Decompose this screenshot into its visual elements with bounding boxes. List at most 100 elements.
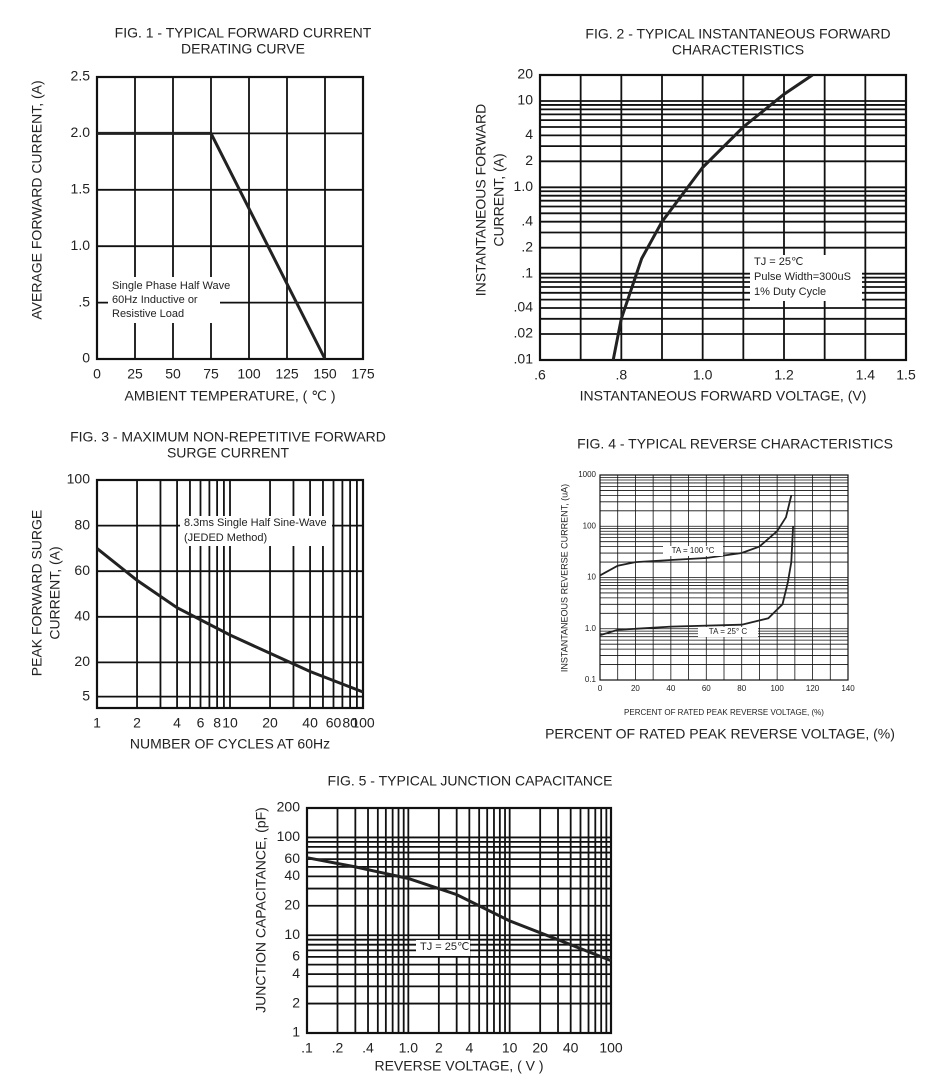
y-tick-label: 4 xyxy=(525,126,533,142)
plot-area xyxy=(307,808,611,1033)
x-tick-label: 10 xyxy=(502,1040,518,1056)
y-tick-label: .02 xyxy=(514,325,534,341)
y-tick-label: 0 xyxy=(82,350,90,366)
y-axis-label: INSTANTANEOUS FORWARD xyxy=(473,104,489,296)
x-tick-label: 50 xyxy=(165,366,181,382)
y-axis-label: PEAK FORWARD SURGE xyxy=(29,510,45,676)
y-tick-label: .2 xyxy=(521,238,533,254)
y-tick-label: 100 xyxy=(67,471,91,487)
annotation-box xyxy=(750,255,862,301)
chart-title: FIG. 1 - TYPICAL FORWARD CURRENT xyxy=(115,25,372,41)
y-tick-label: 40 xyxy=(74,608,90,624)
x-tick-label: 150 xyxy=(313,366,337,382)
x-tick-label: 100 xyxy=(237,366,261,382)
x-tick-label: .8 xyxy=(615,367,627,383)
y-tick-label: 1.0 xyxy=(514,178,534,194)
y-tick-label: 1 xyxy=(292,1024,300,1040)
y-tick-label: 2.0 xyxy=(71,124,91,140)
x-tick-label: 60 xyxy=(326,715,342,731)
y-tick-label: 1.0 xyxy=(71,237,91,253)
annotation: TJ = 25℃ xyxy=(754,256,803,268)
x-tick-label: .4 xyxy=(362,1040,374,1056)
y-tick-label: .1 xyxy=(521,264,533,280)
x-tick-label: 40 xyxy=(302,715,318,731)
x-tick-label: 20 xyxy=(532,1040,548,1056)
y-tick-label: 1.5 xyxy=(71,181,91,197)
y-axis-label: CURRENT, (A) xyxy=(47,546,63,639)
x-tick-label: 1.4 xyxy=(856,367,876,383)
y-tick-label: 20 xyxy=(284,896,300,912)
y-tick-label: 60 xyxy=(284,850,300,866)
series-line xyxy=(97,131,327,360)
y-tick-label: 1000 xyxy=(578,470,596,479)
series-label-bg xyxy=(698,627,758,637)
annotation: Resistive Load xyxy=(112,308,184,320)
chart-title: SURGE CURRENT xyxy=(167,445,290,461)
series-line xyxy=(96,547,364,694)
x-tick-label: 75 xyxy=(203,366,219,382)
x-tick-label: .1 xyxy=(301,1040,313,1056)
y-tick-label: 2 xyxy=(525,152,533,168)
x-tick-label: 4 xyxy=(465,1040,473,1056)
chart-title: DERATING CURVE xyxy=(181,41,305,57)
annotation: Single Phase Half Wave xyxy=(112,280,230,292)
x-tick-label: 100 xyxy=(599,1040,623,1056)
x-tick-label: 6 xyxy=(197,715,205,731)
chart-title: CHARACTERISTICS xyxy=(672,42,804,58)
annotation: Pulse Width=300uS xyxy=(754,271,851,283)
x-tick-label: 1.0 xyxy=(693,367,713,383)
x-tick-label: 25 xyxy=(127,366,143,382)
y-tick-label: 0.1 xyxy=(585,675,597,684)
annotation-box xyxy=(108,277,220,323)
x-tick-label: 10 xyxy=(222,715,238,731)
chart: .1.2.4 1.0 2 4 10 20 40 100124610204060100200TJ… xyxy=(253,773,623,1074)
y-axis-label: CURRENT, (A) xyxy=(491,153,507,246)
x-tick-label: 140 xyxy=(841,684,855,693)
x-tick-label: 60 xyxy=(702,684,711,693)
y-tick-label: 5 xyxy=(82,687,90,703)
x-tick-label: .6 xyxy=(534,367,546,383)
y-tick-label: 40 xyxy=(284,867,300,883)
y-axis-label: AVERAGE FORWARD CURRENT, (A) xyxy=(29,80,45,319)
x-tick-label: 125 xyxy=(275,366,299,382)
annotation: 8.3ms Single Half Sine-Wave xyxy=(184,517,327,529)
y-tick-label: 20 xyxy=(74,653,90,669)
x-tick-label: 1.5 xyxy=(896,367,916,383)
chart: .6 .8 1.0 1.2 1.4 1.5 .01 .02 .04 .1 .2 .4 1.0 2 4 10 20… xyxy=(473,26,916,404)
x-axis-label: REVERSE VOLTAGE, ( V ) xyxy=(374,1058,543,1074)
y-tick-label: 80 xyxy=(74,516,90,532)
y-tick-label: 100 xyxy=(583,521,597,530)
x-tick-label: 120 xyxy=(806,684,820,693)
y-axis-label: INSTANTANEOUS REVERSE CURRENT, (uA) xyxy=(559,484,569,672)
plot-frame xyxy=(95,75,365,361)
x-tick-label: .2 xyxy=(332,1040,344,1056)
y-tick-label: .4 xyxy=(521,212,533,228)
y-tick-label: 20 xyxy=(517,66,533,82)
x-tick-label: 20 xyxy=(262,715,278,731)
x-tick-label: 4 xyxy=(173,715,181,731)
x-tick-label: 1 xyxy=(93,715,101,731)
y-axis-label: JUNCTION CAPACITANCE, (pF) xyxy=(253,807,269,1013)
annotation: 1% Duty Cycle xyxy=(754,286,826,298)
y-tick-label: 6 xyxy=(292,948,300,964)
x-tick-label: 2 xyxy=(435,1040,443,1056)
plot-area xyxy=(540,75,906,360)
y-tick-label: 10 xyxy=(284,926,300,942)
chart-title: FIG. 4 - TYPICAL REVERSE CHARACTERISTICS xyxy=(577,436,893,452)
series-line xyxy=(599,495,793,577)
series-label-bg xyxy=(663,546,723,556)
x-tick-label: 20 xyxy=(631,684,640,693)
x-axis-caption: PERCENT OF RATED PEAK REVERSE VOLTAGE, (… xyxy=(545,726,895,742)
plot-frame xyxy=(599,474,849,681)
y-tick-label: .04 xyxy=(514,299,534,315)
series-line xyxy=(611,73,814,361)
x-tick-label: 100 xyxy=(351,715,375,731)
annotation: (JEDED Method) xyxy=(184,532,267,544)
chart-title: FIG. 2 - TYPICAL INSTANTANEOUS FORWARD xyxy=(585,26,890,42)
annotation: 60Hz Inductive or xyxy=(112,294,198,306)
x-tick-label: 0 xyxy=(93,366,101,382)
x-tick-label: 80 xyxy=(737,684,746,693)
x-axis-label: PERCENT OF RATED PEAK REVERSE VOLTAGE, (… xyxy=(624,708,824,717)
x-tick-label: 1.2 xyxy=(774,367,794,383)
